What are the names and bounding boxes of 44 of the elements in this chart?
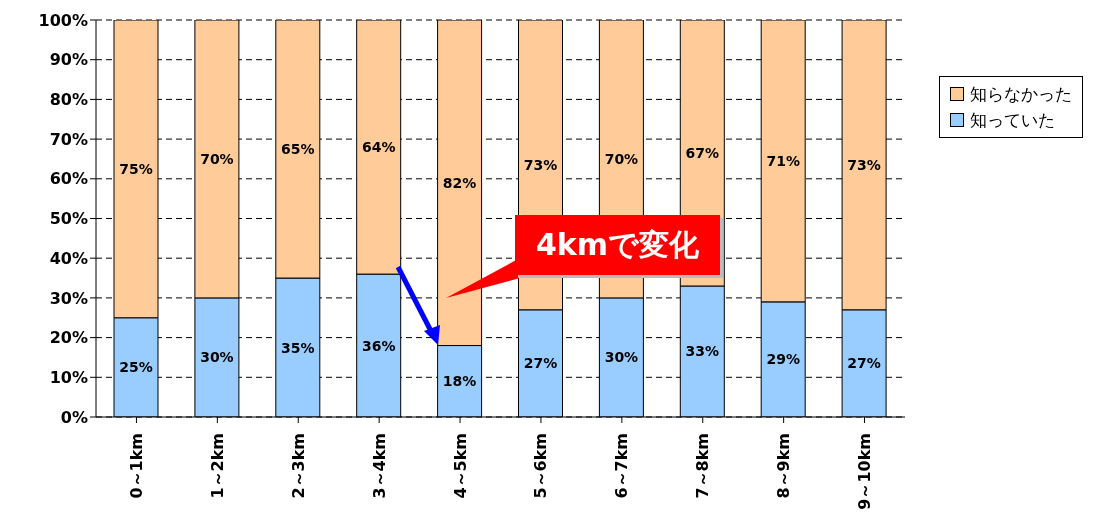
data-label: 29% xyxy=(766,351,800,368)
annotation: 4kmで変化 xyxy=(515,215,720,275)
x-tick-label: 2～3km xyxy=(288,433,308,499)
data-label: 30% xyxy=(200,349,234,366)
x-tick-label: 0～1km xyxy=(126,433,146,499)
x-tick-label: 8～9km xyxy=(774,433,794,499)
legend-label: 知っていた xyxy=(970,109,1055,132)
x-tick-label: 6～7km xyxy=(612,433,632,499)
data-label: 25% xyxy=(119,359,153,376)
data-label: 73% xyxy=(523,156,558,173)
data-label: 27% xyxy=(847,355,881,372)
data-label: 82% xyxy=(442,174,477,191)
x-tick-label: 1～2km xyxy=(207,433,227,499)
x-tick-label: 4～5km xyxy=(450,433,470,499)
data-label: 65% xyxy=(281,141,315,158)
x-tick-label: 5～6km xyxy=(531,433,551,499)
data-label: 70% xyxy=(604,150,639,167)
y-tick-label: 10% xyxy=(49,367,88,387)
y-tick-label: 0% xyxy=(60,407,88,427)
y-tick-label: 40% xyxy=(49,248,88,268)
data-label: 27% xyxy=(523,355,558,372)
data-label: 73% xyxy=(847,156,881,173)
x-tick-label: 3～4km xyxy=(369,433,389,499)
data-label: 36% xyxy=(361,337,396,354)
data-label: 75% xyxy=(119,160,153,177)
data-label: 35% xyxy=(281,339,315,356)
data-label: 67% xyxy=(685,144,720,161)
data-label: 64% xyxy=(361,139,396,156)
y-tick-label: 90% xyxy=(49,50,88,70)
legend-label: 知らなかった xyxy=(970,83,1072,106)
data-label: 70% xyxy=(200,150,234,167)
y-tick-label: 30% xyxy=(49,288,88,308)
data-label: 30% xyxy=(604,349,639,366)
y-tick-label: 80% xyxy=(49,90,88,110)
data-label: 18% xyxy=(442,373,477,390)
y-tick-label: 60% xyxy=(49,169,88,189)
y-tick-label: 100% xyxy=(38,10,88,30)
x-tick-label: 7～8km xyxy=(693,433,713,499)
data-label: 71% xyxy=(766,152,800,169)
y-tick-label: 50% xyxy=(49,209,88,229)
y-tick-label: 20% xyxy=(49,328,88,348)
x-tick-label: 9～10km xyxy=(855,433,875,510)
data-label: 33% xyxy=(685,343,720,360)
y-tick-label: 70% xyxy=(49,129,88,149)
